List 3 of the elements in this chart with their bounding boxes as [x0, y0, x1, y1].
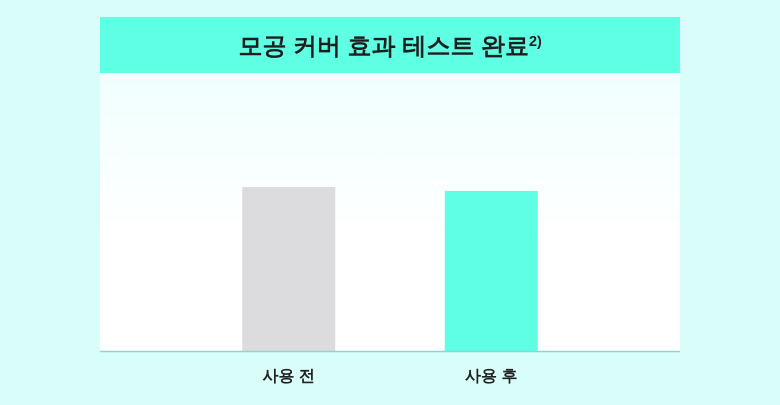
x-tick-label: 사용 후 [465, 368, 518, 385]
x-tick-label: 사용 전 [262, 368, 315, 385]
chart-title: 모공 커버 효과 테스트 완료$^{2)}$ [238, 33, 542, 60]
